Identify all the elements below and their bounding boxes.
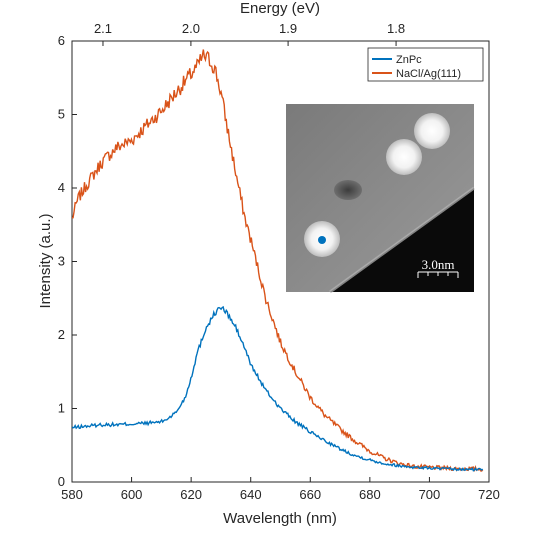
x-tick-labels: 580 600 620 640 660 680 700 720: [61, 487, 500, 502]
energy-tick-label: 1.8: [387, 21, 405, 36]
y-tick-labels: 0 1 2 3 4 5 6: [58, 33, 65, 489]
series-line-nacl-ag111: [72, 49, 484, 473]
energy-tick-labels: 2.1 2.0 1.9 1.8: [94, 21, 405, 36]
y-tick-label: 2: [58, 327, 65, 342]
x-tick-label: 720: [478, 487, 500, 502]
series-line-znpc: [72, 305, 484, 472]
y-tick-label: 6: [58, 33, 65, 48]
stm-inset-scale-label: 3.0nm: [422, 257, 455, 272]
legend-label-znpc: ZnPc: [396, 54, 422, 66]
energy-tick-label: 1.9: [279, 21, 297, 36]
y-tick-label: 1: [58, 401, 65, 416]
stm-inset-image: 3.0nm: [286, 104, 475, 294]
energy-tick-label: 2.1: [94, 21, 112, 36]
y-axis-label: Intensity (a.u.): [37, 213, 54, 308]
x-axis-label: Wavelength (nm): [223, 510, 337, 527]
axis-ticks: [71, 40, 490, 483]
x-tick-label: 660: [299, 487, 321, 502]
stm-inset-tip-position-marker: [318, 236, 326, 244]
stm-inset-edge-line: [329, 186, 475, 294]
x-tick-label: 600: [121, 487, 143, 502]
stm-inset-molecule: [386, 139, 422, 175]
y-tick-label: 4: [58, 180, 65, 195]
y-tick-label: 0: [58, 474, 65, 489]
x-tick-label: 700: [419, 487, 441, 502]
legend-label-nacl-ag111: NaCl/Ag(111): [396, 68, 461, 80]
stm-inset-dark-depression: [334, 180, 362, 200]
x-tick-label: 680: [359, 487, 381, 502]
legend: ZnPc NaCl/Ag(111): [367, 47, 484, 82]
stm-inset-scale-bar: [417, 271, 459, 278]
x-tick-label: 620: [180, 487, 202, 502]
legend-box: [367, 47, 484, 82]
x-tick-label: 580: [61, 487, 83, 502]
y-tick-label: 5: [58, 107, 65, 122]
energy-tick-label: 2.0: [182, 21, 200, 36]
stm-inset-molecule: [414, 113, 450, 149]
top-axis-label: Energy (eV): [240, 0, 320, 17]
y-tick-label: 3: [58, 254, 65, 269]
x-tick-label: 640: [240, 487, 262, 502]
